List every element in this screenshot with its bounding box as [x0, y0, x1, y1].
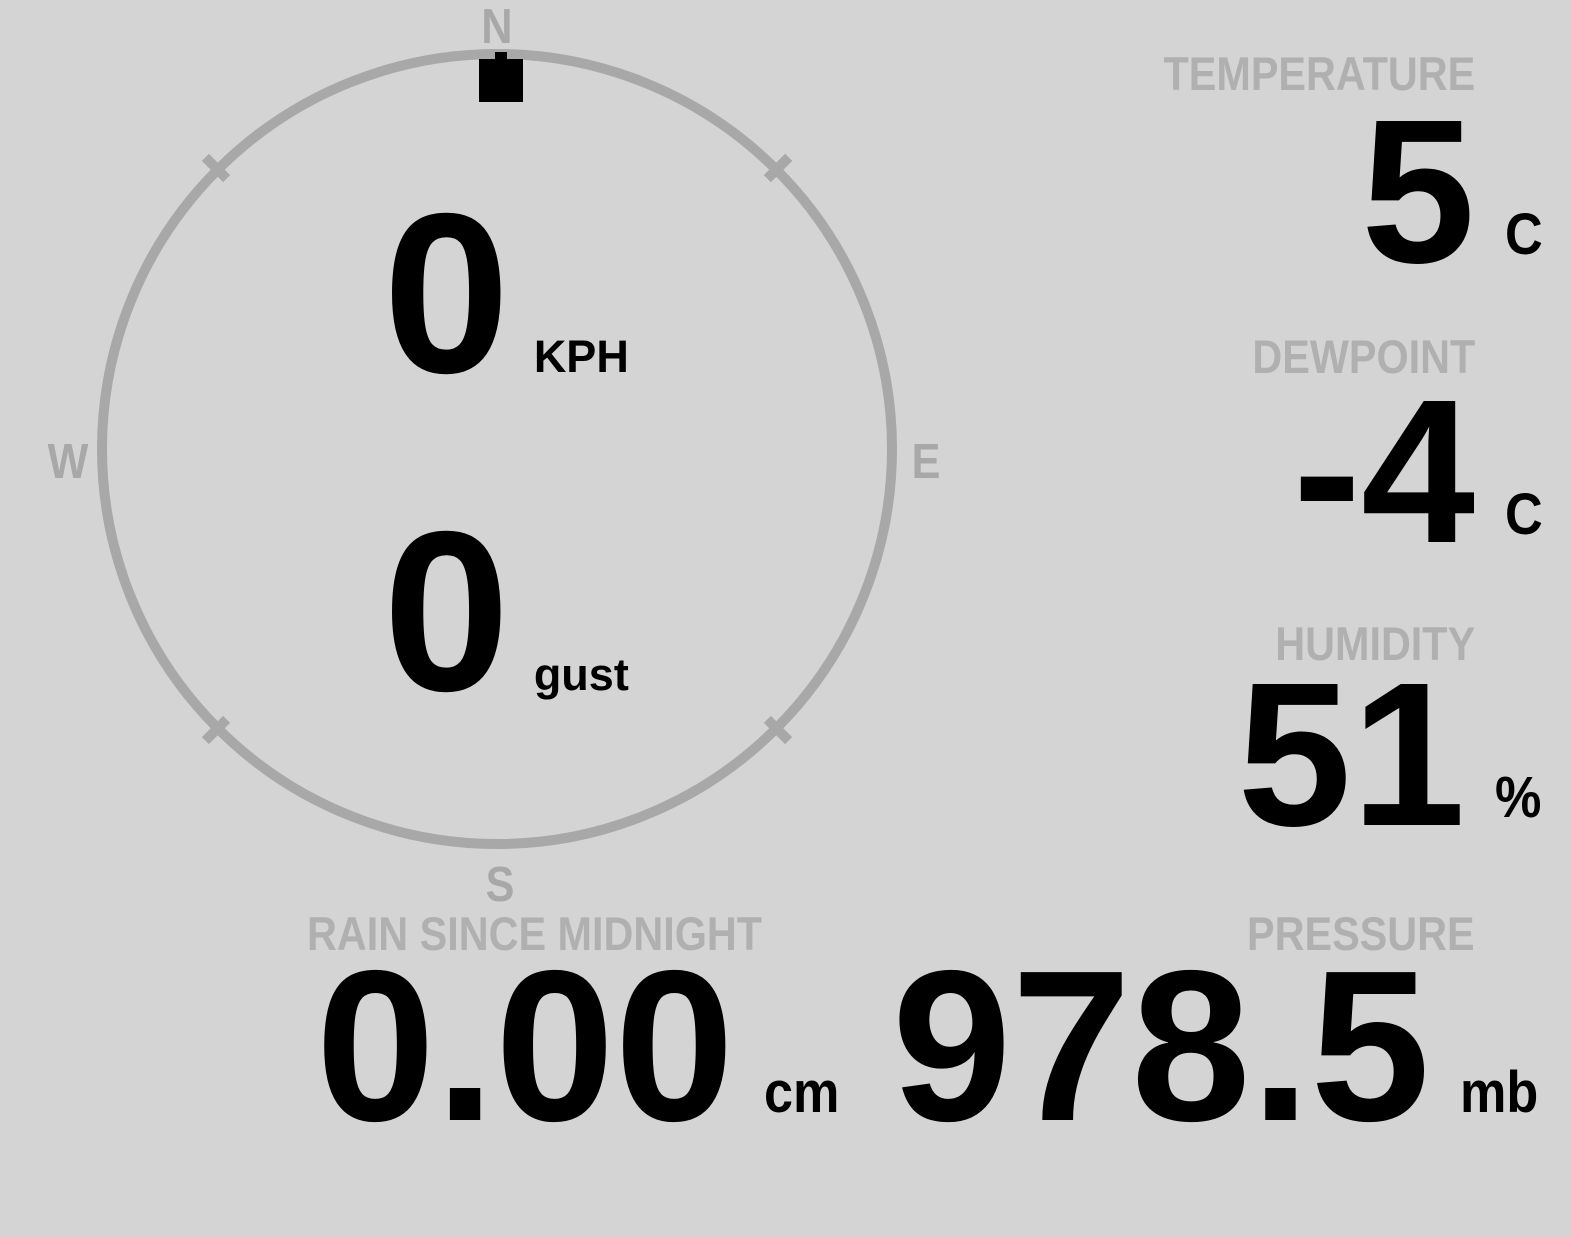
pressure-value: 978.5	[891, 925, 1430, 1166]
pressure-label: PRESSURE	[1247, 907, 1475, 960]
temperature-reading: 5 C	[1361, 89, 1547, 294]
temperature-label: TEMPERATURE	[1163, 47, 1475, 100]
dewpoint-label: DEWPOINT	[1252, 330, 1475, 383]
wind-speed-value: 0	[383, 167, 510, 421]
compass-label-west: W	[47, 435, 89, 489]
wind-gust-unit: gust	[533, 649, 629, 700]
pressure-reading: 978.5 mb	[892, 938, 1547, 1153]
compass-label-north: N	[481, 0, 513, 54]
temperature-value: 5	[1361, 77, 1476, 306]
dewpoint-unit: C	[1505, 482, 1543, 547]
humidity-reading: 51 %	[1237, 652, 1547, 857]
rain-value: 0.00	[315, 925, 735, 1166]
rain-reading: 0.00 cm	[316, 938, 848, 1153]
humidity-label: HUMIDITY	[1275, 617, 1475, 670]
compass-label-south: S	[485, 858, 515, 912]
wind-direction-marker	[479, 52, 523, 102]
dewpoint-value: -4	[1292, 357, 1476, 586]
compass-label-east: E	[911, 435, 941, 489]
dewpoint-reading: -4 C	[1293, 369, 1547, 574]
wind-gust-value: 0	[383, 485, 510, 739]
wind-speed-unit: KPH	[533, 331, 629, 382]
wind-direction-marker-square	[479, 59, 523, 102]
humidity-unit: %	[1495, 765, 1542, 830]
wind-speed: 0 KPH	[383, 180, 629, 408]
rain-label: RAIN SINCE MIDNIGHT	[307, 907, 762, 960]
wind-direction-marker-tip	[495, 52, 507, 59]
rain-unit: cm	[764, 1060, 840, 1125]
humidity-value: 51	[1237, 640, 1466, 869]
temperature-unit: C	[1505, 202, 1543, 267]
wind-gust: 0 gust	[383, 498, 629, 726]
pressure-unit: mb	[1460, 1060, 1539, 1125]
